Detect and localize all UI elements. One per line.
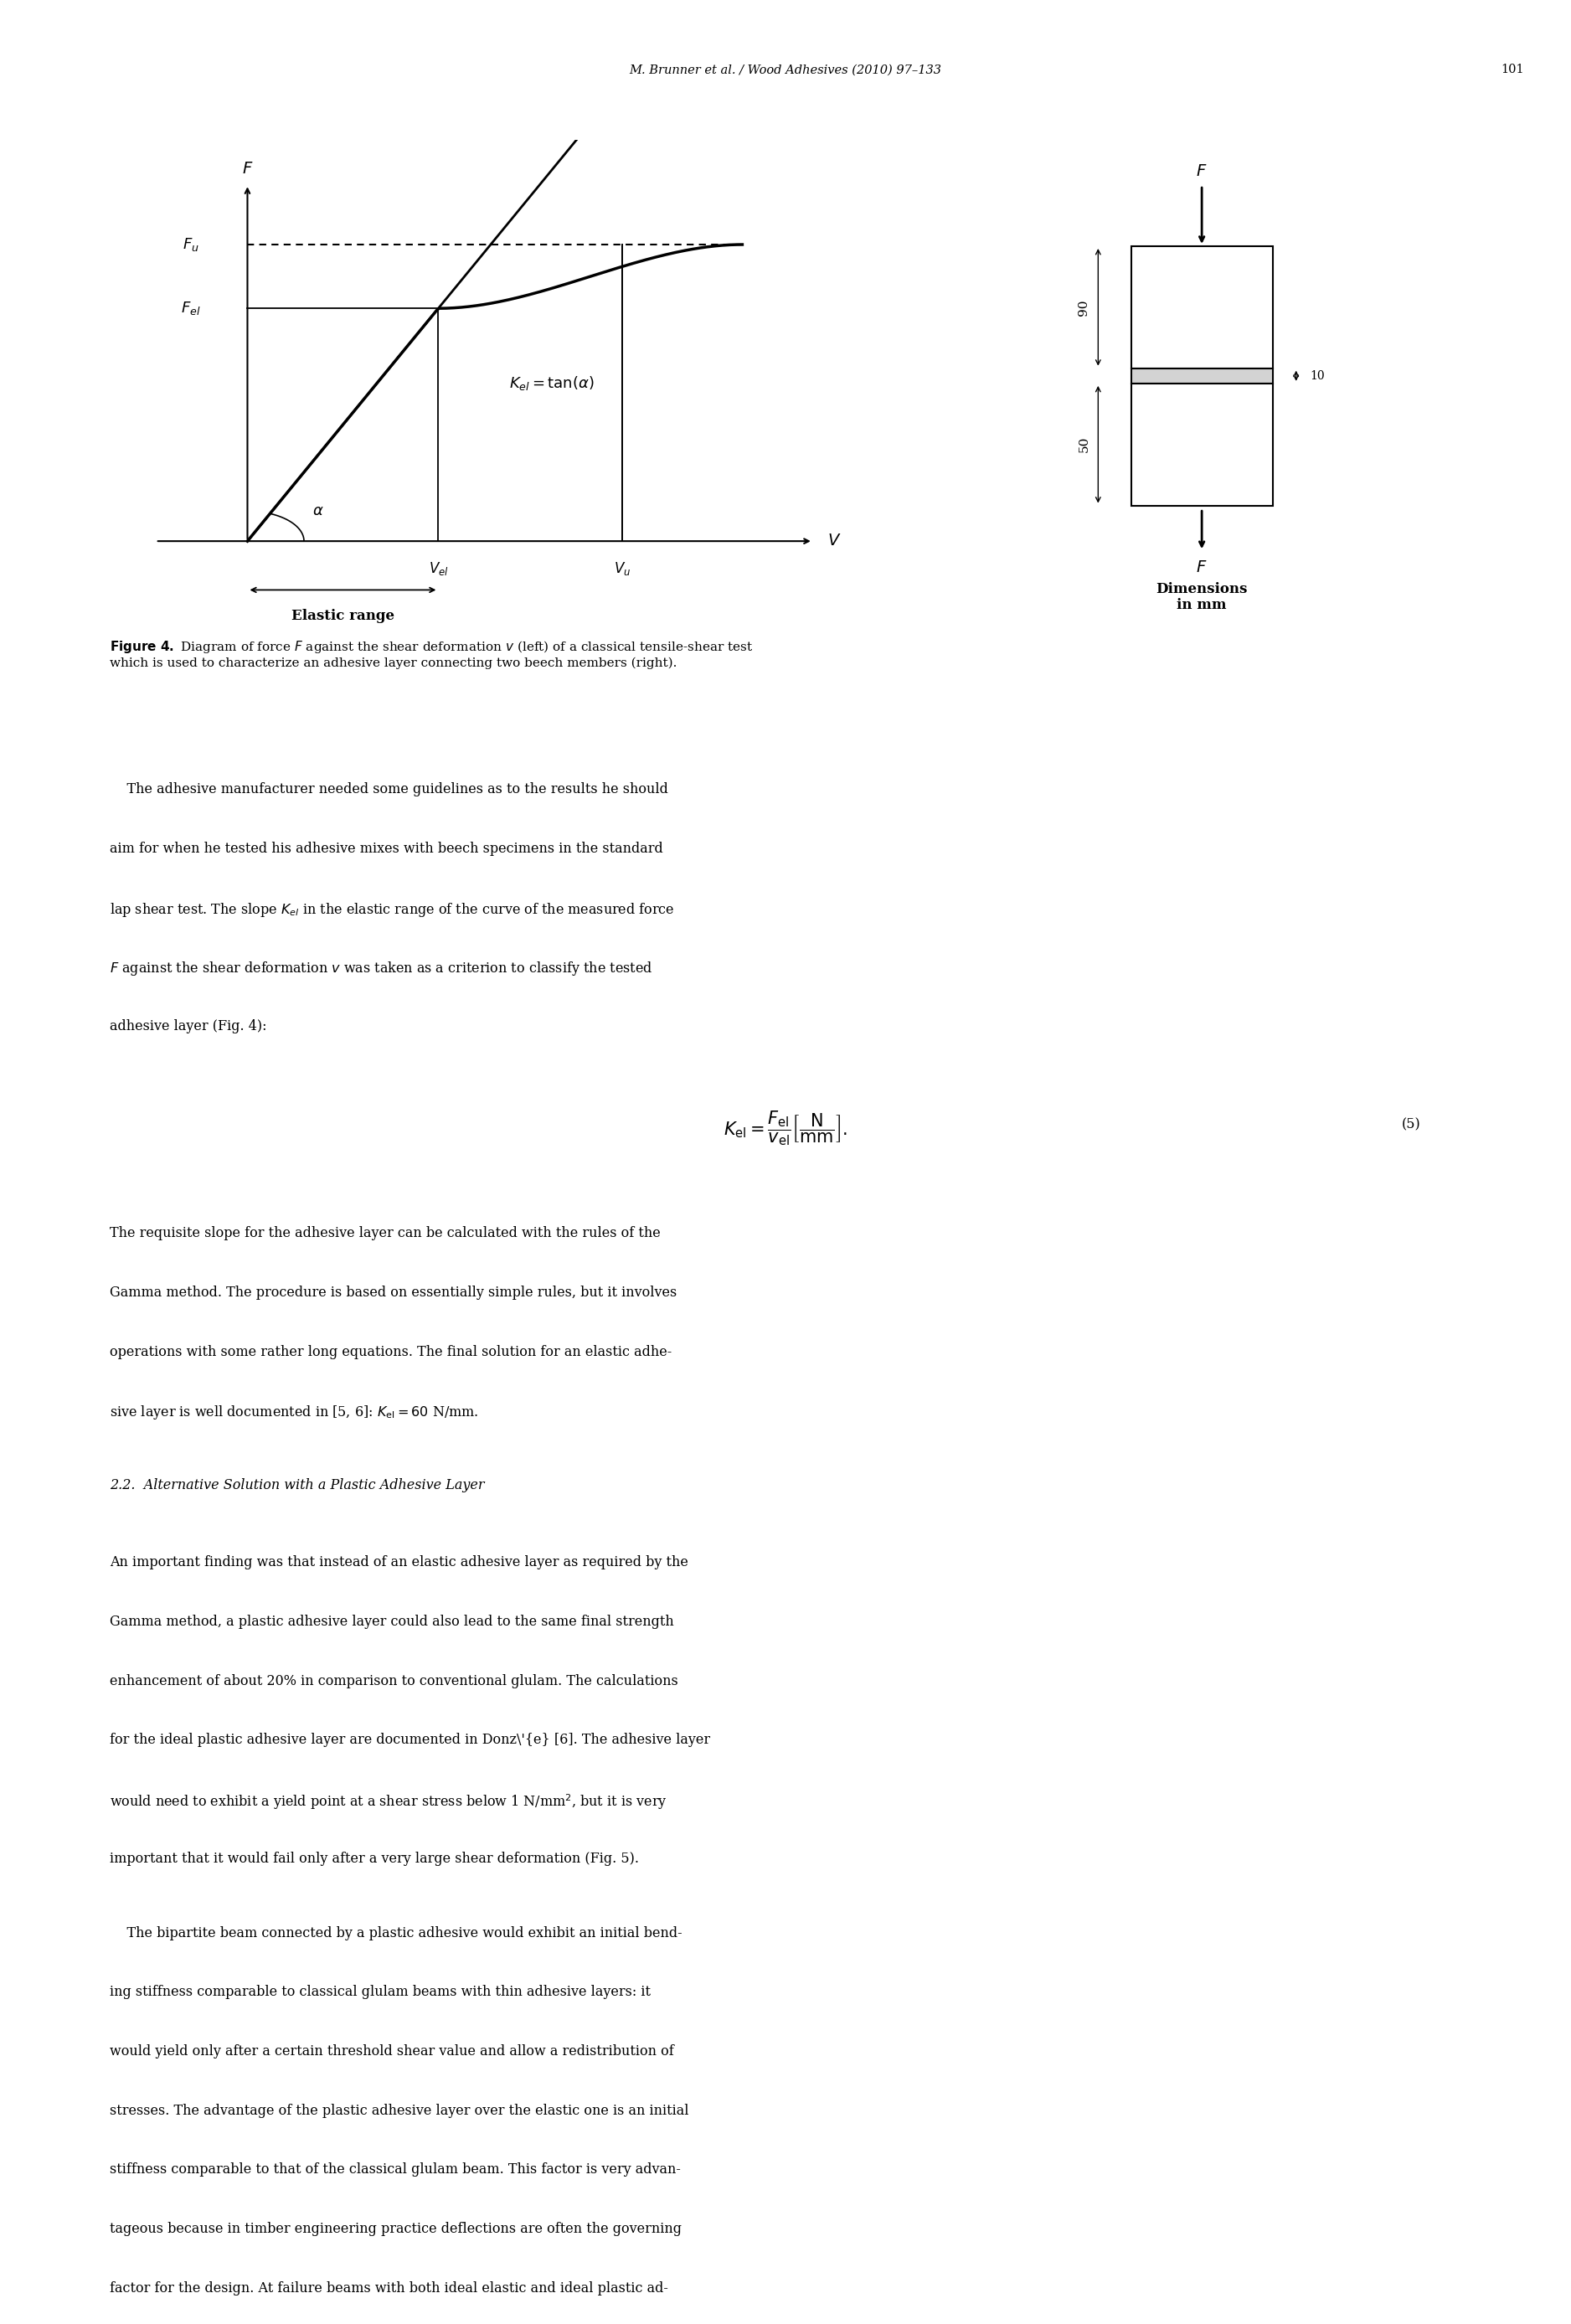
Text: adhesive layer (Fig. 4):: adhesive layer (Fig. 4): (110, 1020, 267, 1034)
Bar (1131, 383, 1273, 507)
Text: $\alpha$: $\alpha$ (313, 504, 324, 518)
Text: The adhesive manufacturer needed some guidelines as to the results he should: The adhesive manufacturer needed some gu… (110, 783, 668, 797)
Text: would yield only after a certain threshold shear value and allow a redistributio: would yield only after a certain thresho… (110, 2045, 674, 2059)
Text: ing stiffness comparable to classical glulam beams with thin adhesive layers: it: ing stiffness comparable to classical gl… (110, 1985, 650, 1999)
Text: aim for when he tested his adhesive mixes with beech specimens in the standard: aim for when he tested his adhesive mixe… (110, 841, 663, 855)
Text: operations with some rather long equations. The final solution for an elastic ad: operations with some rather long equatio… (110, 1346, 672, 1360)
Text: 10: 10 (1310, 370, 1324, 381)
Text: $\bf{Figure\ 4.}$ Diagram of force $F$ against the shear deformation $v$ (left) : $\bf{Figure\ 4.}$ Diagram of force $F$ a… (110, 639, 754, 669)
Text: (5): (5) (1401, 1118, 1420, 1132)
Text: $K_{\mathrm{el}} = \dfrac{F_{\mathrm{el}}}{v_{\mathrm{el}}} \left[\dfrac{\mathrm: $K_{\mathrm{el}} = \dfrac{F_{\mathrm{el}… (724, 1109, 847, 1148)
Text: $K_{el} = \tan(\alpha)$: $K_{el} = \tan(\alpha)$ (509, 374, 594, 393)
Text: Dimensions
in mm: Dimensions in mm (1156, 581, 1247, 614)
Text: $F$: $F$ (1196, 560, 1208, 576)
Text: stresses. The advantage of the plastic adhesive layer over the elastic one is an: stresses. The advantage of the plastic a… (110, 2103, 690, 2117)
Text: $V_{el}$: $V_{el}$ (429, 560, 448, 576)
Text: $F$: $F$ (242, 163, 253, 177)
Text: sive layer is well documented in [5, 6]: $K_{\mathrm{el}} = 60$ N/mm.: sive layer is well documented in [5, 6]:… (110, 1404, 479, 1422)
Text: $F_{el}$: $F_{el}$ (181, 300, 201, 316)
Text: 2.2.  Alternative Solution with a Plastic Adhesive Layer: 2.2. Alternative Solution with a Plastic… (110, 1478, 485, 1492)
Bar (1131, 246, 1273, 367)
Text: $F$: $F$ (1196, 165, 1208, 179)
Text: $F$ against the shear deformation $v$ was taken as a criterion to classify the t: $F$ against the shear deformation $v$ wa… (110, 960, 654, 978)
Bar (1131, 367, 1273, 383)
Text: An important finding was that instead of an elastic adhesive layer as required b: An important finding was that instead of… (110, 1555, 688, 1569)
Text: Gamma method. The procedure is based on essentially simple rules, but it involve: Gamma method. The procedure is based on … (110, 1285, 677, 1299)
Text: stiffness comparable to that of the classical glulam beam. This factor is very a: stiffness comparable to that of the clas… (110, 2164, 680, 2178)
Text: The bipartite beam connected by a plastic adhesive would exhibit an initial bend: The bipartite beam connected by a plasti… (110, 1927, 682, 1941)
Text: for the ideal plastic adhesive layer are documented in Donz\'{e} [6]. The adhesi: for the ideal plastic adhesive layer are… (110, 1734, 710, 1748)
Text: M. Brunner et al. / Wood Adhesives (2010) 97–133: M. Brunner et al. / Wood Adhesives (2010… (630, 63, 941, 77)
Text: 101: 101 (1500, 63, 1524, 77)
Text: enhancement of about 20% in comparison to conventional glulam. The calculations: enhancement of about 20% in comparison t… (110, 1673, 679, 1687)
Text: 50: 50 (1078, 437, 1090, 453)
Text: $V$: $V$ (826, 535, 840, 548)
Text: $F_u$: $F_u$ (182, 237, 200, 253)
Text: The requisite slope for the adhesive layer can be calculated with the rules of t: The requisite slope for the adhesive lay… (110, 1227, 661, 1241)
Text: important that it would fail only after a very large shear deformation (Fig. 5).: important that it would fail only after … (110, 1852, 639, 1866)
Text: $V_u$: $V_u$ (614, 560, 630, 576)
Text: Gamma method, a plastic adhesive layer could also lead to the same final strengt: Gamma method, a plastic adhesive layer c… (110, 1615, 674, 1629)
Text: tageous because in timber engineering practice deflections are often the governi: tageous because in timber engineering pr… (110, 2222, 682, 2236)
Text: 90: 90 (1078, 300, 1090, 316)
Text: factor for the design. At failure beams with both ideal elastic and ideal plasti: factor for the design. At failure beams … (110, 2282, 668, 2296)
Text: would need to exhibit a yield point at a shear stress below 1 N/mm$^2$, but it i: would need to exhibit a yield point at a… (110, 1792, 668, 1810)
Text: lap shear test. The slope $K_{el}$ in the elastic range of the curve of the meas: lap shear test. The slope $K_{el}$ in th… (110, 902, 676, 918)
Text: Elastic range: Elastic range (291, 609, 394, 623)
